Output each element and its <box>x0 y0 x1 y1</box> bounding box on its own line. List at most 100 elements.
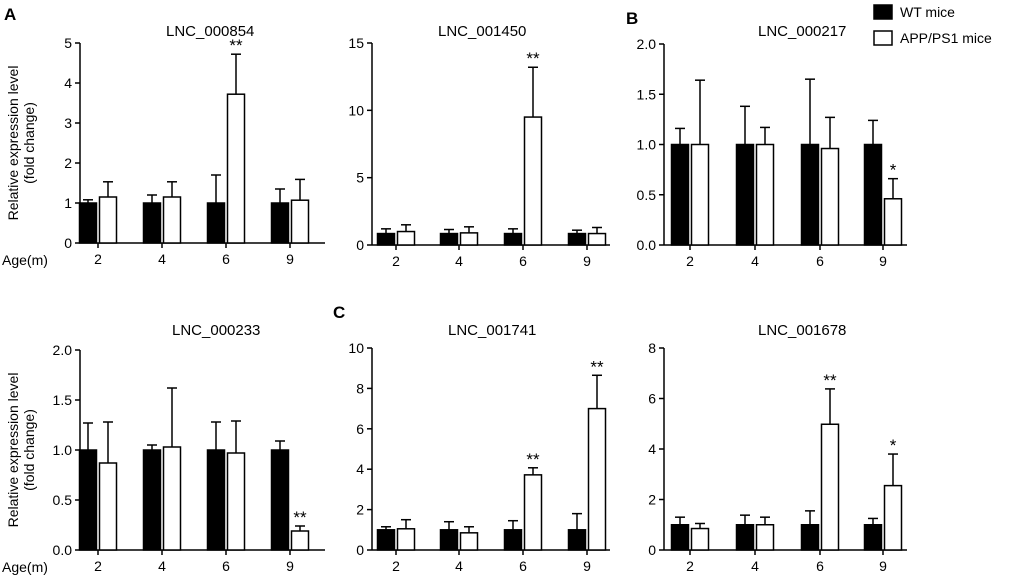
bar-app-ps1 <box>459 232 479 246</box>
chart-title: LNC_000233 <box>172 322 260 339</box>
y-tick-label: 0 <box>356 237 364 253</box>
x-tick-label: 4 <box>158 251 166 267</box>
chart-lnc-001450: LNC_001450 0 5 10 15 2 4 6 9 ** <box>348 23 610 269</box>
x-tick-label: 9 <box>879 253 887 269</box>
significance-marker: ** <box>229 36 243 55</box>
bar-wt <box>863 524 883 551</box>
x-tick-label: 6 <box>816 558 824 574</box>
x-tick-label: 2 <box>686 253 694 269</box>
bar-wt <box>206 202 226 244</box>
y-tick-label: 5 <box>356 170 364 186</box>
x-axis-label-top: Age(m) <box>2 252 48 268</box>
y-tick-label: 15 <box>348 35 364 51</box>
y-tick-label: 0.0 <box>637 237 657 253</box>
bar-app-ps1 <box>820 423 840 551</box>
panel-label-b: B <box>626 9 638 28</box>
y-axis-label-bottom-line2: (fold change) <box>21 409 37 491</box>
y-tick-label: 6 <box>356 421 364 437</box>
bar-app-ps1 <box>396 230 416 246</box>
bar-app-ps1 <box>396 528 416 551</box>
y-tick-label: 1.5 <box>637 86 657 102</box>
y-tick-label: 2.0 <box>53 342 73 358</box>
x-tick-label: 9 <box>879 558 887 574</box>
y-tick-label: 10 <box>348 340 364 356</box>
y-tick-label: 4 <box>648 441 656 457</box>
bar-wt <box>735 524 755 551</box>
bar-wt <box>735 143 755 246</box>
chart-lnc-000217: LNC_000217 0.0 0.5 1.0 1.5 2.0 2 4 6 9 * <box>637 23 907 269</box>
bar-wt <box>670 143 690 246</box>
bar-wt <box>78 449 98 551</box>
chart-lnc-000854: LNC_000854 0 1 2 3 4 5 2 4 6 9 ** <box>64 23 325 267</box>
chart-lnc-001741: LNC_001741 0 2 4 6 8 10 2 4 6 9 ** ** <box>348 322 610 574</box>
x-tick-label: 9 <box>286 558 294 574</box>
bar-app-ps1 <box>226 93 246 244</box>
x-tick-label: 2 <box>686 558 694 574</box>
bar-wt <box>270 202 290 244</box>
bar-wt <box>800 524 820 551</box>
x-tick-label: 4 <box>455 253 463 269</box>
x-tick-label: 4 <box>751 253 759 269</box>
panel-label-a: A <box>4 5 16 24</box>
x-tick-label: 9 <box>583 558 591 574</box>
bar-app-ps1 <box>523 116 543 246</box>
y-axis-label-top-line2: (fold change) <box>21 102 37 184</box>
significance-marker: ** <box>526 49 540 68</box>
chart-title: LNC_000854 <box>166 23 254 40</box>
bar-wt <box>439 529 459 551</box>
y-tick-label: 2.0 <box>637 36 657 52</box>
y-axis-label-bottom-line1: Relative expression level <box>5 373 21 528</box>
chart-lnc-000233: LNC_000233 0.0 0.5 1.0 1.5 2.0 2 4 6 9 ** <box>53 322 325 574</box>
y-tick-label: 10 <box>348 102 364 118</box>
bar-app-ps1 <box>883 484 903 551</box>
significance-marker: ** <box>293 508 307 527</box>
x-tick-label: 2 <box>94 251 102 267</box>
bar-app-ps1 <box>98 196 118 244</box>
bar-wt <box>503 232 523 246</box>
chart-title: LNC_001678 <box>758 322 846 339</box>
bar-app-ps1 <box>587 407 607 551</box>
bar-wt <box>376 232 396 246</box>
x-tick-label: 2 <box>392 558 400 574</box>
x-axis-label-bottom: Age(m) <box>2 559 48 575</box>
y-tick-label: 2 <box>356 502 364 518</box>
x-tick-label: 2 <box>392 253 400 269</box>
bar-app-ps1 <box>883 198 903 246</box>
y-tick-label: 0.5 <box>53 492 73 508</box>
y-tick-label: 4 <box>356 461 364 477</box>
y-tick-label: 0 <box>64 235 72 251</box>
y-tick-label: 6 <box>648 391 656 407</box>
chart-title: LNC_000217 <box>758 23 846 40</box>
x-tick-label: 4 <box>455 558 463 574</box>
y-tick-label: 0.0 <box>53 542 73 558</box>
bar-app-ps1 <box>290 199 310 244</box>
chart-title: LNC_001450 <box>438 23 526 40</box>
legend-label-wt: WT mice <box>900 4 955 20</box>
bar-app-ps1 <box>820 147 840 246</box>
bar-app-ps1 <box>98 462 118 551</box>
x-tick-label: 2 <box>94 558 102 574</box>
bar-app-ps1 <box>226 452 246 551</box>
y-tick-label: 2 <box>648 492 656 508</box>
bar-wt <box>670 524 690 551</box>
bar-app-ps1 <box>587 232 607 246</box>
panel-label-c: C <box>333 303 345 322</box>
bar-wt <box>142 202 162 244</box>
y-tick-label: 0.5 <box>637 187 657 203</box>
bar-app-ps1 <box>523 474 543 551</box>
bar-app-ps1 <box>690 143 710 246</box>
legend-swatch-app-ps1 <box>873 30 893 46</box>
bar-wt <box>503 529 523 551</box>
y-tick-label: 3 <box>64 115 72 131</box>
bar-app-ps1 <box>755 143 775 246</box>
legend: WT mice APP/PS1 mice <box>873 4 992 46</box>
x-tick-label: 6 <box>519 253 527 269</box>
bar-wt <box>376 529 396 551</box>
y-tick-label: 1.0 <box>53 442 73 458</box>
legend-label-app-ps1: APP/PS1 mice <box>900 30 992 46</box>
bar-wt <box>78 202 98 244</box>
y-tick-label: 1 <box>64 195 72 211</box>
bar-app-ps1 <box>162 196 182 244</box>
y-tick-label: 4 <box>64 75 72 91</box>
